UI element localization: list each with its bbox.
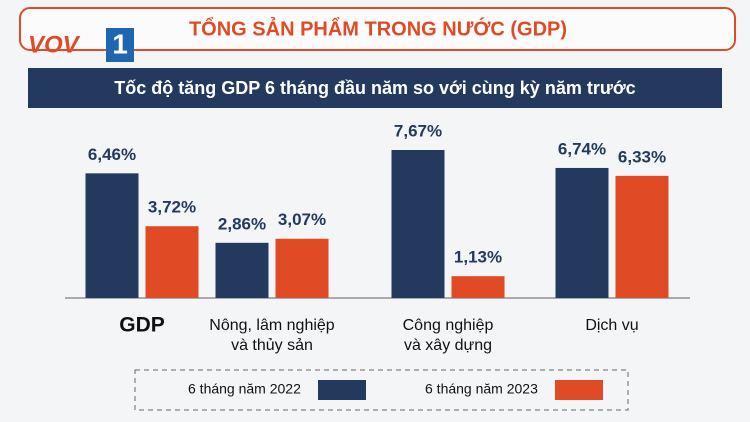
x-tick-label: Nông, lâm nghiệp (209, 317, 335, 334)
legend-swatch (555, 380, 603, 400)
logo-box (106, 28, 134, 62)
legend-box (134, 369, 629, 411)
x-tick-label: GDP (119, 314, 165, 337)
bar (145, 226, 199, 298)
header-box (19, 7, 736, 51)
bar (615, 175, 669, 298)
bar (215, 242, 269, 298)
chart-title: TỔNG SẢN PHẨM TRONG NƯỚC (GDP) (189, 16, 567, 40)
logo-channel: 1 (112, 28, 128, 59)
bar (391, 150, 445, 298)
value-label: 6,33% (618, 147, 666, 166)
bar (451, 276, 505, 298)
legend-label: 6 tháng năm 2022 (188, 381, 301, 397)
bar (85, 173, 139, 298)
bar (275, 238, 329, 298)
subtitle: Tốc độ tăng GDP 6 tháng đầu năm so với c… (114, 78, 635, 98)
x-tick-label: Dịch vụ (585, 317, 638, 334)
x-tick-label: Công nghiệp (403, 317, 494, 334)
value-label: 6,46% (88, 145, 136, 164)
value-label: 2,86% (218, 214, 266, 233)
legend-swatch (318, 380, 366, 400)
bar (555, 167, 609, 298)
value-label: 7,67% (394, 121, 442, 140)
value-label: 1,13% (454, 248, 502, 267)
value-label: 6,74% (558, 139, 606, 158)
logo-brand: VOV (28, 31, 81, 58)
value-label: 3,07% (278, 210, 326, 229)
legend-label: 6 tháng năm 2023 (425, 381, 538, 397)
x-tick-label: và xây dựng (404, 337, 492, 354)
value-label: 3,72% (148, 198, 196, 217)
x-tick-label: và thủy sản (231, 337, 313, 354)
subtitle-band (28, 68, 722, 108)
